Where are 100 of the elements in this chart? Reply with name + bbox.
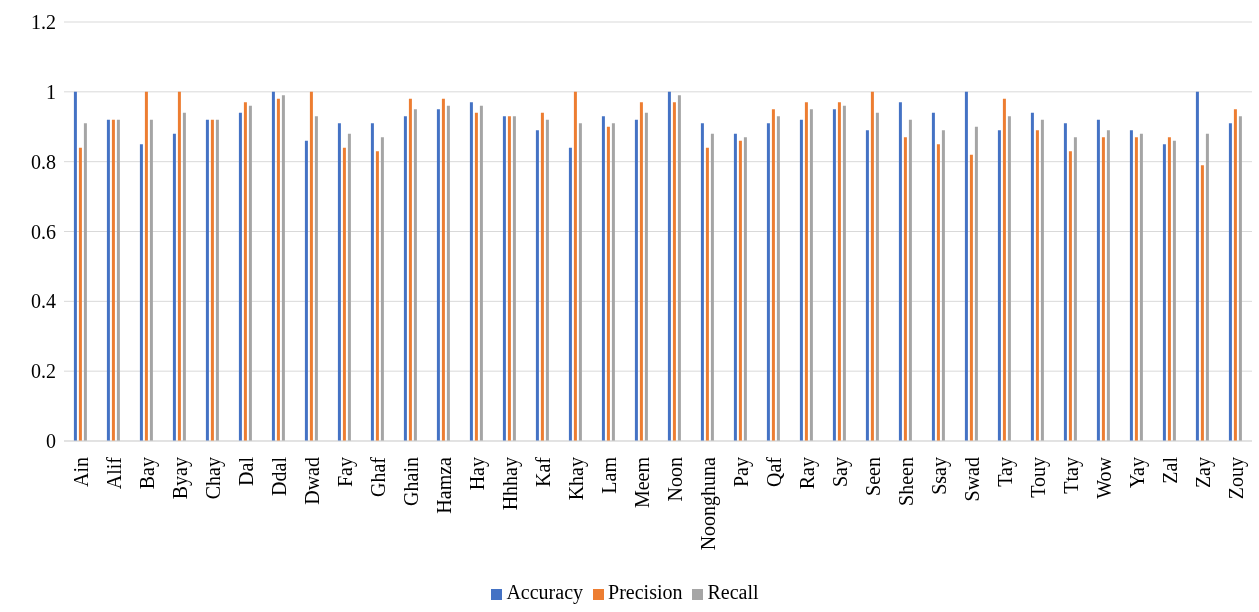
x-tick-label: Swad: [960, 457, 983, 502]
bar: [380, 137, 384, 441]
bar: [337, 123, 341, 441]
x-tick-label: Zouy: [1224, 457, 1248, 500]
x-tick-label: Zal: [1158, 456, 1181, 484]
y-tick-label: 1: [46, 80, 56, 103]
bar: [1205, 133, 1209, 441]
bar: [601, 116, 605, 441]
bar: [1200, 165, 1204, 441]
x-tick-label: Bay: [135, 457, 159, 490]
bar: [865, 130, 869, 441]
bar: [172, 133, 176, 441]
x-tick-label: Ddal: [267, 456, 290, 496]
x-tick-label: Chay: [201, 457, 225, 500]
x-tick-label: Touy: [1026, 457, 1050, 498]
bar: [578, 123, 582, 441]
bar: [837, 102, 841, 441]
legend-label: Recall: [707, 581, 759, 603]
bar: [1139, 133, 1143, 441]
bar: [375, 151, 379, 441]
bar: [474, 112, 478, 441]
bar: [1233, 109, 1237, 441]
x-tick-label: Dwad: [300, 457, 323, 505]
x-tick-label: Alif: [102, 456, 125, 490]
bar: [738, 140, 742, 441]
bar: [502, 116, 506, 441]
bar: [309, 91, 313, 441]
bar: [1040, 119, 1044, 441]
bar: [941, 130, 945, 441]
bar: [1162, 144, 1166, 441]
bar: [809, 109, 813, 441]
x-tick-label: Meem: [630, 456, 653, 509]
bar: [276, 98, 280, 441]
x-tick-label: Zay: [1191, 457, 1215, 489]
bar: [776, 116, 780, 441]
bar: [347, 133, 351, 441]
bar: [469, 102, 473, 441]
bar: [73, 91, 77, 441]
y-tick-label: 0.6: [31, 220, 56, 243]
bar: [705, 147, 709, 441]
bar: [931, 112, 935, 441]
legend-label: Precision: [608, 581, 683, 603]
bar: [766, 123, 770, 441]
bar: [733, 133, 737, 441]
y-tick-label: 0.2: [31, 360, 56, 383]
bar: [139, 144, 143, 441]
x-tick-label: Dal: [234, 456, 257, 486]
bar: [205, 119, 209, 441]
bar: [1167, 137, 1171, 441]
bar: [1238, 116, 1242, 441]
y-tick-label: 1.2: [31, 11, 56, 34]
bar: [969, 154, 973, 441]
bar: [903, 137, 907, 441]
bar: [898, 102, 902, 441]
bar: [304, 140, 308, 441]
bar: [1228, 123, 1232, 441]
x-tick-label: Noonghuna: [696, 456, 720, 551]
x-tick-label: Tay: [993, 457, 1017, 487]
x-tick-label: Noon: [663, 457, 686, 502]
bar: [710, 133, 714, 441]
bar: [639, 102, 643, 441]
bar: [842, 105, 846, 441]
x-tick-label: Wow: [1092, 456, 1115, 499]
x-tick-label: Seen: [861, 457, 884, 496]
bar: [540, 112, 544, 441]
bar: [936, 144, 940, 441]
bar: [248, 105, 252, 441]
bar: [672, 102, 676, 441]
bar: [271, 91, 275, 441]
x-tick-label: Ghain: [399, 457, 422, 506]
x-tick-label: Say: [828, 457, 852, 487]
x-tick-label: Hhhay: [498, 457, 522, 511]
bar: [149, 119, 153, 441]
y-tick-label: 0.8: [31, 150, 56, 173]
bar: [1002, 98, 1006, 441]
bar: [870, 91, 874, 441]
x-tick-label: Ray: [795, 457, 819, 490]
y-tick-label: 0.4: [31, 290, 56, 313]
bar: [479, 105, 483, 441]
bar: [606, 126, 610, 441]
bar: [441, 98, 445, 441]
bar: [408, 98, 412, 441]
bar: [210, 119, 214, 441]
bar: [1129, 130, 1133, 441]
bar: [281, 95, 285, 441]
bar: [1172, 140, 1176, 441]
bar: [568, 147, 572, 441]
x-tick-label: Ssay: [927, 457, 951, 495]
bar: [535, 130, 539, 441]
x-tick-label: Hay: [465, 457, 489, 491]
bar: [644, 112, 648, 441]
bar: [771, 109, 775, 441]
bar: [1101, 137, 1105, 441]
x-tick-label: Hamza: [432, 456, 455, 514]
bar: [700, 123, 704, 441]
bar: [243, 102, 247, 441]
x-tick-label: Byay: [168, 457, 192, 500]
bar: [436, 109, 440, 441]
bar: [974, 126, 978, 441]
bar: [144, 91, 148, 441]
